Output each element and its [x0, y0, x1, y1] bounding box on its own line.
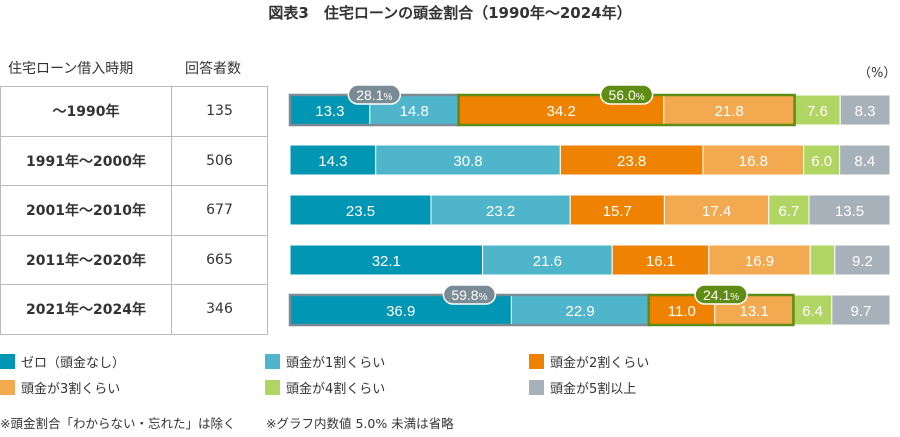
legend-label: ゼロ（頭金なし）	[21, 356, 126, 371]
callout-label: 28.1%	[356, 87, 392, 103]
bar-segment	[768, 194, 810, 226]
respondents-cell: 677	[171, 185, 268, 236]
bar-segment	[792, 294, 833, 326]
note-excluded: ※頭金割合「わからない・忘れた」は除く	[0, 416, 236, 431]
table-row: 2001年～2010年 677	[0, 185, 268, 236]
header-respondents: 回答者数	[185, 61, 241, 77]
data-label: 13.3	[315, 103, 344, 120]
bar-segment	[839, 144, 891, 176]
legend-label: 頭金が1割くらい	[286, 356, 386, 371]
legend-label: 頭金が5割以上	[550, 382, 637, 397]
legend-swatch	[265, 354, 280, 369]
bar-segment	[289, 194, 432, 226]
legend-swatch	[0, 354, 15, 369]
legend-swatch	[529, 354, 544, 369]
bar-segment	[559, 144, 704, 176]
data-label: 23.2	[486, 203, 515, 220]
callout-label: 24.1%	[703, 287, 739, 303]
respondents-cell: 506	[171, 135, 268, 186]
bar-segment	[663, 194, 770, 226]
data-label: 16.9	[745, 253, 774, 270]
period-table: ～1990年 135 1991年～2000年 506 2001年～2010年 677 …	[0, 86, 268, 335]
data-label: 34.2	[547, 103, 576, 120]
data-label: 22.9	[565, 303, 594, 320]
data-label: 9.2	[852, 253, 873, 270]
callout-badge	[442, 284, 497, 305]
legend-item: 頭金が4割くらい	[265, 378, 385, 397]
note-omitted: ※グラフ内数値 5.0% 未満は省略	[266, 416, 454, 431]
chart-title: 図表3 住宅ローンの頭金割合（1990年～2024年）	[268, 4, 632, 22]
bar-segment	[809, 244, 836, 276]
callout-badge	[694, 284, 748, 305]
callout-badge	[347, 84, 402, 105]
legend-item: 頭金が5割以上	[529, 378, 636, 397]
data-label: 8.4	[854, 153, 875, 170]
table-row: 1991年～2000年 506	[0, 135, 268, 186]
legend-label: 頭金が4割くらい	[286, 382, 386, 397]
data-label: 9.7	[850, 303, 871, 320]
bar-segment	[289, 144, 377, 176]
header-period: 住宅ローン借入時期	[8, 61, 134, 77]
table-row: 2011年～2020年 665	[0, 234, 268, 285]
data-label: 16.1	[646, 253, 675, 270]
bar-segment	[569, 194, 665, 226]
data-label: 6.0	[811, 153, 832, 170]
legend-swatch	[0, 380, 15, 395]
legend-item: 頭金が1割くらい	[265, 352, 385, 371]
bar-segment	[430, 194, 571, 226]
legend-item: 頭金が2割くらい	[529, 352, 649, 371]
data-label: 36.9	[386, 303, 415, 320]
legend-swatch	[265, 380, 280, 395]
period-cell: 2021年～2024年	[0, 284, 172, 335]
unit-label: （%）	[858, 66, 897, 81]
period-cell: ～1990年	[0, 86, 172, 137]
legend-item: 頭金が3割くらい	[0, 378, 120, 397]
data-label: 11.0	[668, 303, 696, 320]
legend-item: ゼロ（頭金なし）	[0, 352, 125, 371]
bar-segment	[831, 294, 891, 326]
data-label: 15.7	[603, 203, 632, 220]
data-label: 30.8	[453, 153, 482, 170]
data-label: 13.5	[835, 203, 864, 220]
period-cell: 1991年～2000年	[0, 135, 172, 186]
respondents-cell: 346	[171, 284, 268, 335]
data-label: 32.1	[372, 253, 401, 270]
data-label: 16.8	[739, 153, 768, 170]
data-label: 23.5	[346, 203, 375, 220]
bar-segment	[808, 194, 891, 226]
data-label: 6.4	[802, 303, 823, 320]
data-label: 14.3	[318, 153, 347, 170]
data-label: 21.6	[533, 253, 562, 270]
data-label: 23.8	[617, 153, 646, 170]
legend-label: 頭金が3割くらい	[21, 382, 121, 397]
period-cell: 2001年～2010年	[0, 185, 172, 236]
bar-segment	[839, 94, 891, 126]
callout-badge	[599, 84, 654, 105]
legend-swatch	[529, 380, 544, 395]
data-label: 17.4	[702, 203, 731, 220]
data-label: 7.6	[807, 103, 828, 120]
data-label: 8.3	[855, 103, 876, 120]
callout-label: 56.0%	[609, 87, 645, 103]
data-label: 21.8	[715, 103, 744, 120]
data-label: 14.8	[400, 103, 429, 120]
callout-label: 59.8%	[451, 287, 487, 303]
bar-segment	[289, 244, 484, 276]
bar-segment	[611, 244, 710, 276]
bar-segment	[702, 144, 805, 176]
data-label: 6.7	[778, 203, 799, 220]
legend-label: 頭金が2割くらい	[550, 356, 650, 371]
bar-segment	[834, 244, 891, 276]
period-cell: 2011年～2020年	[0, 234, 172, 285]
bar-segment	[708, 244, 811, 276]
data-label: 13.1	[739, 303, 768, 320]
table-row: 2021年～2024年 346	[0, 284, 268, 335]
